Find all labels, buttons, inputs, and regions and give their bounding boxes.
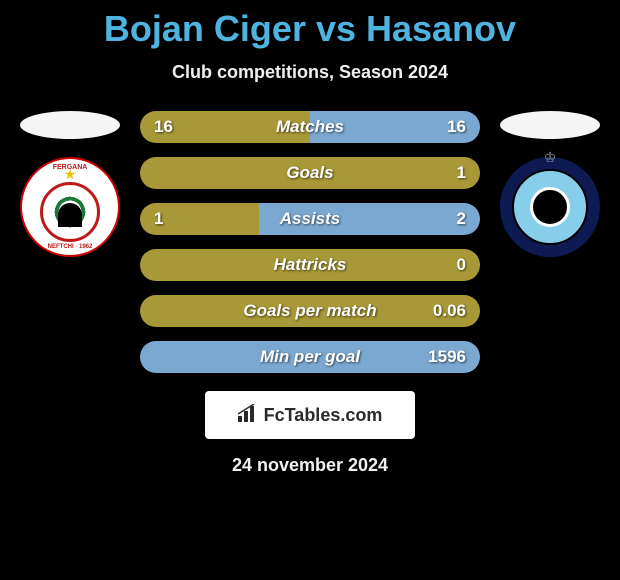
chart-icon	[238, 404, 260, 427]
stat-gpm-label: Goals per match	[243, 301, 376, 321]
player-right-silhouette	[500, 111, 600, 139]
comparison-date: 24 november 2024	[232, 455, 388, 476]
stat-matches-right: 16	[426, 117, 466, 137]
stat-mpg-right: 1596	[426, 347, 466, 367]
stat-matches-label: Matches	[276, 117, 344, 137]
club-logo-left: ★ FERGANA NEFTCHI · 1962	[20, 157, 120, 257]
stats-column: 16 Matches 16 Goals 1 1 Assists 2 Hattri…	[140, 111, 480, 373]
club-left-name-top: FERGANA	[53, 164, 88, 171]
club-right-center	[530, 187, 570, 227]
stat-bar-matches: 16 Matches 16	[140, 111, 480, 143]
stat-goals-label: Goals	[286, 163, 333, 183]
stat-matches-left: 16	[154, 117, 194, 137]
stat-mpg-label: Min per goal	[260, 347, 360, 367]
season-subtitle: Club competitions, Season 2024	[172, 62, 448, 83]
club-logo-right: ♔	[500, 157, 600, 257]
infographic-container: Bojan Ciger vs Hasanov Club competitions…	[0, 0, 620, 580]
stat-assists-label: Assists	[280, 209, 340, 229]
stat-gpm-right: 0.06	[426, 301, 466, 321]
stat-hattricks-right: 0	[426, 255, 466, 275]
comparison-title: Bojan Ciger vs Hasanov	[104, 8, 516, 50]
stat-assists-left: 1	[154, 209, 194, 229]
bars-icon	[238, 404, 260, 422]
crown-icon: ♔	[535, 149, 565, 165]
credit-text: FcTables.com	[264, 405, 383, 426]
stat-hattricks-label: Hattricks	[274, 255, 347, 275]
stat-bar-assists: 1 Assists 2	[140, 203, 480, 235]
stat-bar-gpm: Goals per match 0.06	[140, 295, 480, 327]
club-left-name-bottom: NEFTCHI · 1962	[48, 244, 93, 250]
player-right-column: ♔	[490, 111, 610, 257]
stat-assists-right: 2	[426, 209, 466, 229]
stat-bar-mpg: Min per goal 1596	[140, 341, 480, 373]
stat-bar-goals: Goals 1	[140, 157, 480, 189]
soccer-ball-icon	[58, 203, 82, 227]
player-left-column: ★ FERGANA NEFTCHI · 1962	[10, 111, 130, 257]
stat-bar-hattricks: Hattricks 0	[140, 249, 480, 281]
main-comparison-area: ★ FERGANA NEFTCHI · 1962 16 Matches 16 G…	[0, 111, 620, 373]
stat-goals-right: 1	[426, 163, 466, 183]
credit-badge: FcTables.com	[205, 391, 415, 439]
player-left-silhouette	[20, 111, 120, 139]
